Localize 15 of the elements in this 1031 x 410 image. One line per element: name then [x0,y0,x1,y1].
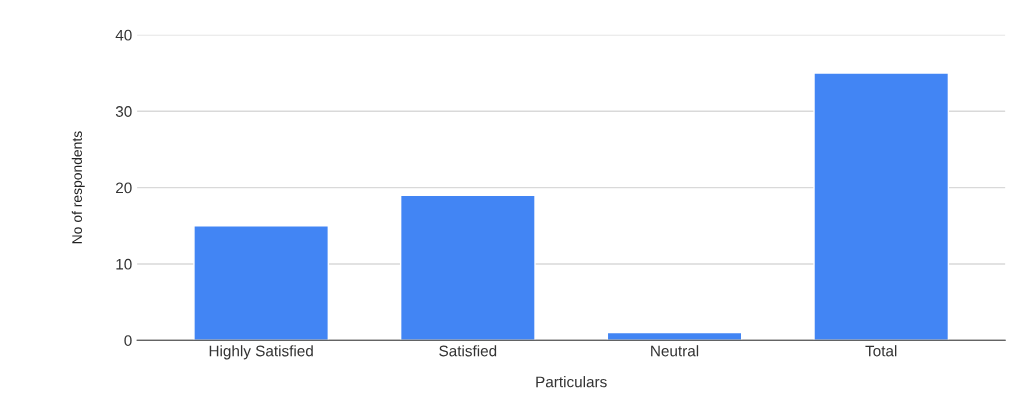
y-tick-label: 30 [115,106,132,117]
bar [193,225,330,341]
x-axis-title: Particulars [536,376,607,388]
bar [813,72,950,341]
y-tick-label: 40 [115,29,132,41]
y-tick-label: 0 [124,335,132,346]
bar [606,331,743,341]
x-tick-label: Total [865,345,897,357]
x-tick-label: Satisfied [439,345,497,357]
y-tick-label: 10 [116,258,132,270]
x-tick-label: Highly Satisfied [209,345,313,360]
bar [399,194,536,341]
x-tick-label: Neutral [651,345,699,357]
y-axis-title: No of respondents [71,131,85,244]
y-tick-label: 20 [116,182,132,194]
